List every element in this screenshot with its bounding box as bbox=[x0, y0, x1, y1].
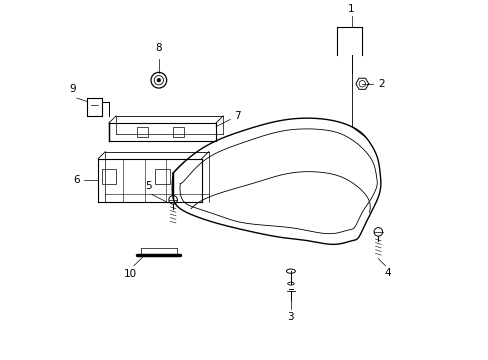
Text: 4: 4 bbox=[383, 267, 390, 278]
Text: 7: 7 bbox=[233, 111, 240, 121]
Text: 6: 6 bbox=[74, 175, 80, 185]
Bar bbox=[173, 127, 183, 137]
Text: 10: 10 bbox=[123, 269, 137, 279]
Text: 5: 5 bbox=[144, 181, 151, 191]
Text: 8: 8 bbox=[155, 44, 162, 53]
Text: 1: 1 bbox=[347, 4, 354, 14]
Text: 2: 2 bbox=[378, 79, 384, 89]
Bar bbox=[155, 170, 169, 184]
Bar bbox=[102, 170, 116, 184]
Bar bbox=[137, 127, 148, 137]
Text: 3: 3 bbox=[287, 312, 294, 322]
Circle shape bbox=[157, 78, 160, 82]
Text: 9: 9 bbox=[70, 85, 76, 94]
